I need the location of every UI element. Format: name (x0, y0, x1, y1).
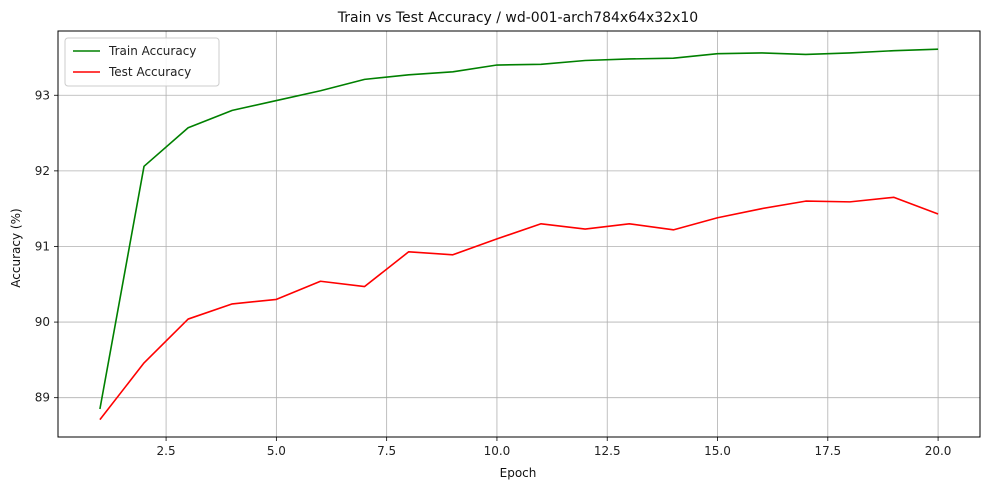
legend-label: Train Accuracy (108, 44, 196, 58)
x-tick-label: 20.0 (925, 444, 952, 458)
x-axis-label: Epoch (500, 466, 537, 480)
y-tick-label: 92 (35, 164, 50, 178)
x-tick-label: 17.5 (814, 444, 841, 458)
y-tick-label: 89 (35, 391, 50, 405)
chart-title: Train vs Test Accuracy / wd-001-arch784x… (337, 10, 698, 26)
x-tick-label: 5.0 (267, 444, 286, 458)
plot-frame (57, 30, 981, 438)
legend: Train Accuracy Test Accuracy (64, 37, 220, 87)
series-line-test (99, 196, 939, 421)
x-tick-label: 2.5 (157, 444, 176, 458)
x-tick-label: 15.0 (704, 444, 731, 458)
y-axis-ticks: 89 90 91 92 93 (35, 88, 58, 405)
legend-label: Test Accuracy (108, 65, 191, 79)
y-tick-label: 93 (35, 88, 50, 102)
series-line-train (99, 48, 939, 410)
y-axis-label: Accuracy (%) (9, 208, 23, 287)
y-tick-label: 91 (35, 239, 50, 253)
legend-box (64, 37, 220, 87)
x-tick-label: 10.0 (484, 444, 511, 458)
x-axis-ticks: 2.5 5.0 7.5 10.0 12.5 15.0 17.5 20.0 (157, 437, 952, 458)
x-tick-label: 7.5 (377, 444, 396, 458)
series-lines (99, 48, 939, 421)
x-tick-label: 12.5 (594, 444, 621, 458)
grid-lines (58, 31, 980, 437)
y-tick-label: 90 (35, 315, 50, 329)
